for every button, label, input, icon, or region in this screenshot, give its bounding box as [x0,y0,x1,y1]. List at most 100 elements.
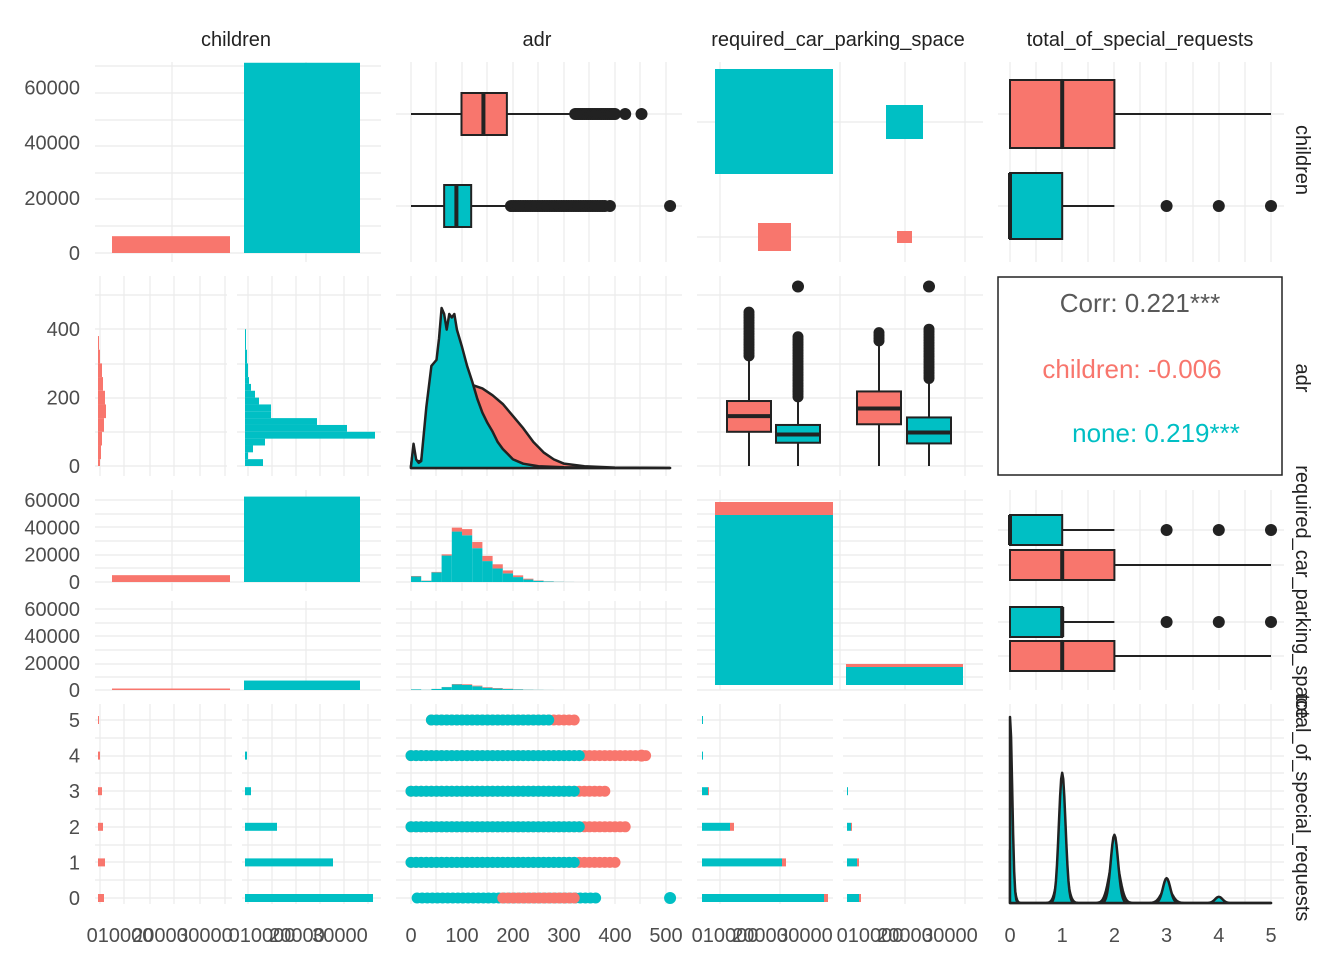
label-layer: children adr required_car_parking_space … [201,29,1313,921]
scatter-point [635,749,648,762]
hist-bar-none [411,689,422,690]
hist-bar-none [502,689,513,690]
bar-none-parking [244,680,360,690]
y-tick-row1: 20000 [24,188,80,210]
bar-children-parking [112,688,230,690]
hist-bar-children [472,542,483,549]
outlier-point [923,280,935,293]
bar-none [244,62,360,253]
bar-none-requests [847,787,848,796]
scatter-point [609,856,621,868]
corr-overall-label: Corr: 0.221*** [1060,288,1220,318]
y-tick-row2: 0 [69,456,80,478]
hist-bar-children [98,349,100,364]
hist-bar-none [441,687,452,690]
bar-none-requests [702,894,824,902]
hist-bar-none [482,561,493,582]
y-tick-row3b: 60000 [24,599,80,621]
bar-none-requests [245,822,277,831]
y-tick-row3a: 60000 [24,490,80,512]
hist-bar-children [462,529,473,536]
hist-bar-none [502,573,513,582]
y-tick-row3b: 0 [69,680,80,702]
bar-none-noparking [715,502,833,685]
hist-bar-none [421,580,432,582]
x-tick-col3: 30000 [777,925,833,947]
scatter-point [664,892,677,904]
panel-layer: 0200004000060000020040002000040000600000… [24,62,1284,947]
y-tick-row4: 4 [69,746,80,768]
hist-bar-children [441,554,452,556]
x-tick-col2: 500 [649,925,682,947]
hist-bar-none [451,531,462,582]
x-tick-col1: 20000 [269,925,325,947]
outlier-point [1212,200,1225,212]
density-none [1008,715,1273,905]
scatter-point [573,821,585,833]
hist-bar-children [472,685,483,687]
hist-bar-none [245,383,251,391]
outlier-point [1160,616,1173,628]
bar-none-requests [847,894,859,902]
hist-bar-none [462,684,473,690]
x-tick-col3: 20000 [732,925,788,947]
outlier-point [635,108,648,120]
x-tick-col2: 300 [547,925,580,947]
hist-bar-none [245,411,271,419]
hist-bar-children [451,527,462,532]
hist-bar-none [462,535,473,582]
outlier-point [1160,524,1173,536]
outlier-point [743,306,755,318]
hist-bar-children [98,459,100,466]
bar-children-noparking [715,502,833,515]
x-tick-col1: 010000 [229,925,296,947]
hist-bar-children [462,684,473,685]
bar-children-requests [98,787,102,796]
box [1009,514,1064,546]
hist-bar-none [472,548,483,582]
corr-children-label: children: -0.006 [1042,354,1221,384]
hist-bar-none [431,688,442,690]
bar-children-requests [98,894,104,902]
hist-bar-none [492,568,503,582]
y-tick-row3b: 40000 [24,626,80,648]
strip-top-children: children [201,29,271,51]
outlier-point [609,108,621,120]
bar-children-requests [708,787,709,796]
hist-bar-children [492,564,503,569]
hist-bar-children [482,555,493,562]
outlier-point [619,108,632,120]
hist-bar-children [502,570,513,574]
hist-bar-children [482,687,493,688]
mosaic-children-parking [897,231,912,243]
hist-bar-none [245,363,248,378]
hist-bar-none [245,397,259,405]
bar-children-requests [857,858,859,867]
outlier-point [873,327,885,339]
scatter-point [568,892,580,904]
hist-bar-none [411,576,422,582]
hist-bar-children [98,445,101,460]
hist-bar-none [245,418,317,425]
scatter-point [619,821,631,833]
hist-bar-children [98,377,103,391]
bar-children-parking [846,664,963,667]
mosaic-none-parking [886,105,923,139]
strip-right-adr: adr [1291,364,1313,393]
bar-none-requests [702,822,730,831]
scatter-point [573,750,585,762]
bar-none-requests [245,858,333,867]
strip-top-special-requests: total_of_special_requests [1027,29,1254,51]
hist-bar-children [523,578,534,580]
bar-none-parking [846,664,963,685]
strip-right-special-requests: total_of_special_requests [1291,695,1313,922]
strip-top-adr: adr [523,29,552,51]
scatter-point [590,892,602,904]
x-tick-col2: 100 [445,925,478,947]
hist-bar-children [98,431,102,446]
outlier-point [792,331,804,343]
x-tick-col4: 0 [1004,925,1015,947]
y-tick-row4: 3 [69,781,80,803]
hist-bar-none [431,572,442,582]
